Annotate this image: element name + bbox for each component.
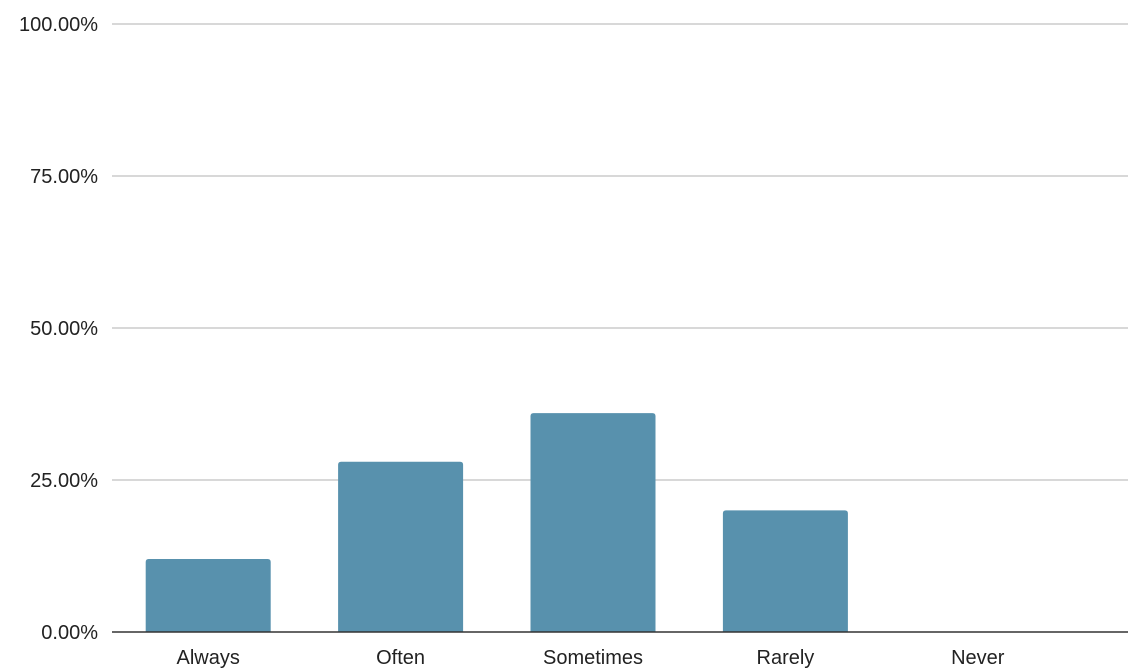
bar-sometimes — [530, 413, 656, 632]
x-axis-category-labels: Always Often Sometimes Rarely Never — [177, 647, 1005, 669]
x-tick-label: Always — [177, 647, 240, 669]
y-tick-label: 50.00% — [30, 318, 98, 340]
bar-rarely — [722, 510, 848, 632]
y-tick-label: 100.00% — [19, 14, 98, 36]
y-tick-label: 0.00% — [41, 622, 98, 644]
bar-often — [338, 461, 464, 632]
x-tick-label: Sometimes — [543, 647, 643, 669]
x-tick-label: Often — [376, 647, 425, 669]
y-axis-tick-labels: 0.00% 25.00% 50.00% 75.00% 100.00% — [19, 14, 98, 644]
gridlines — [112, 23, 1128, 481]
bars — [145, 413, 848, 632]
y-tick-label: 25.00% — [30, 470, 98, 492]
x-tick-label: Rarely — [757, 647, 815, 669]
bar-always — [145, 559, 271, 632]
x-tick-label: Never — [951, 647, 1005, 669]
y-tick-label: 75.00% — [30, 166, 98, 188]
